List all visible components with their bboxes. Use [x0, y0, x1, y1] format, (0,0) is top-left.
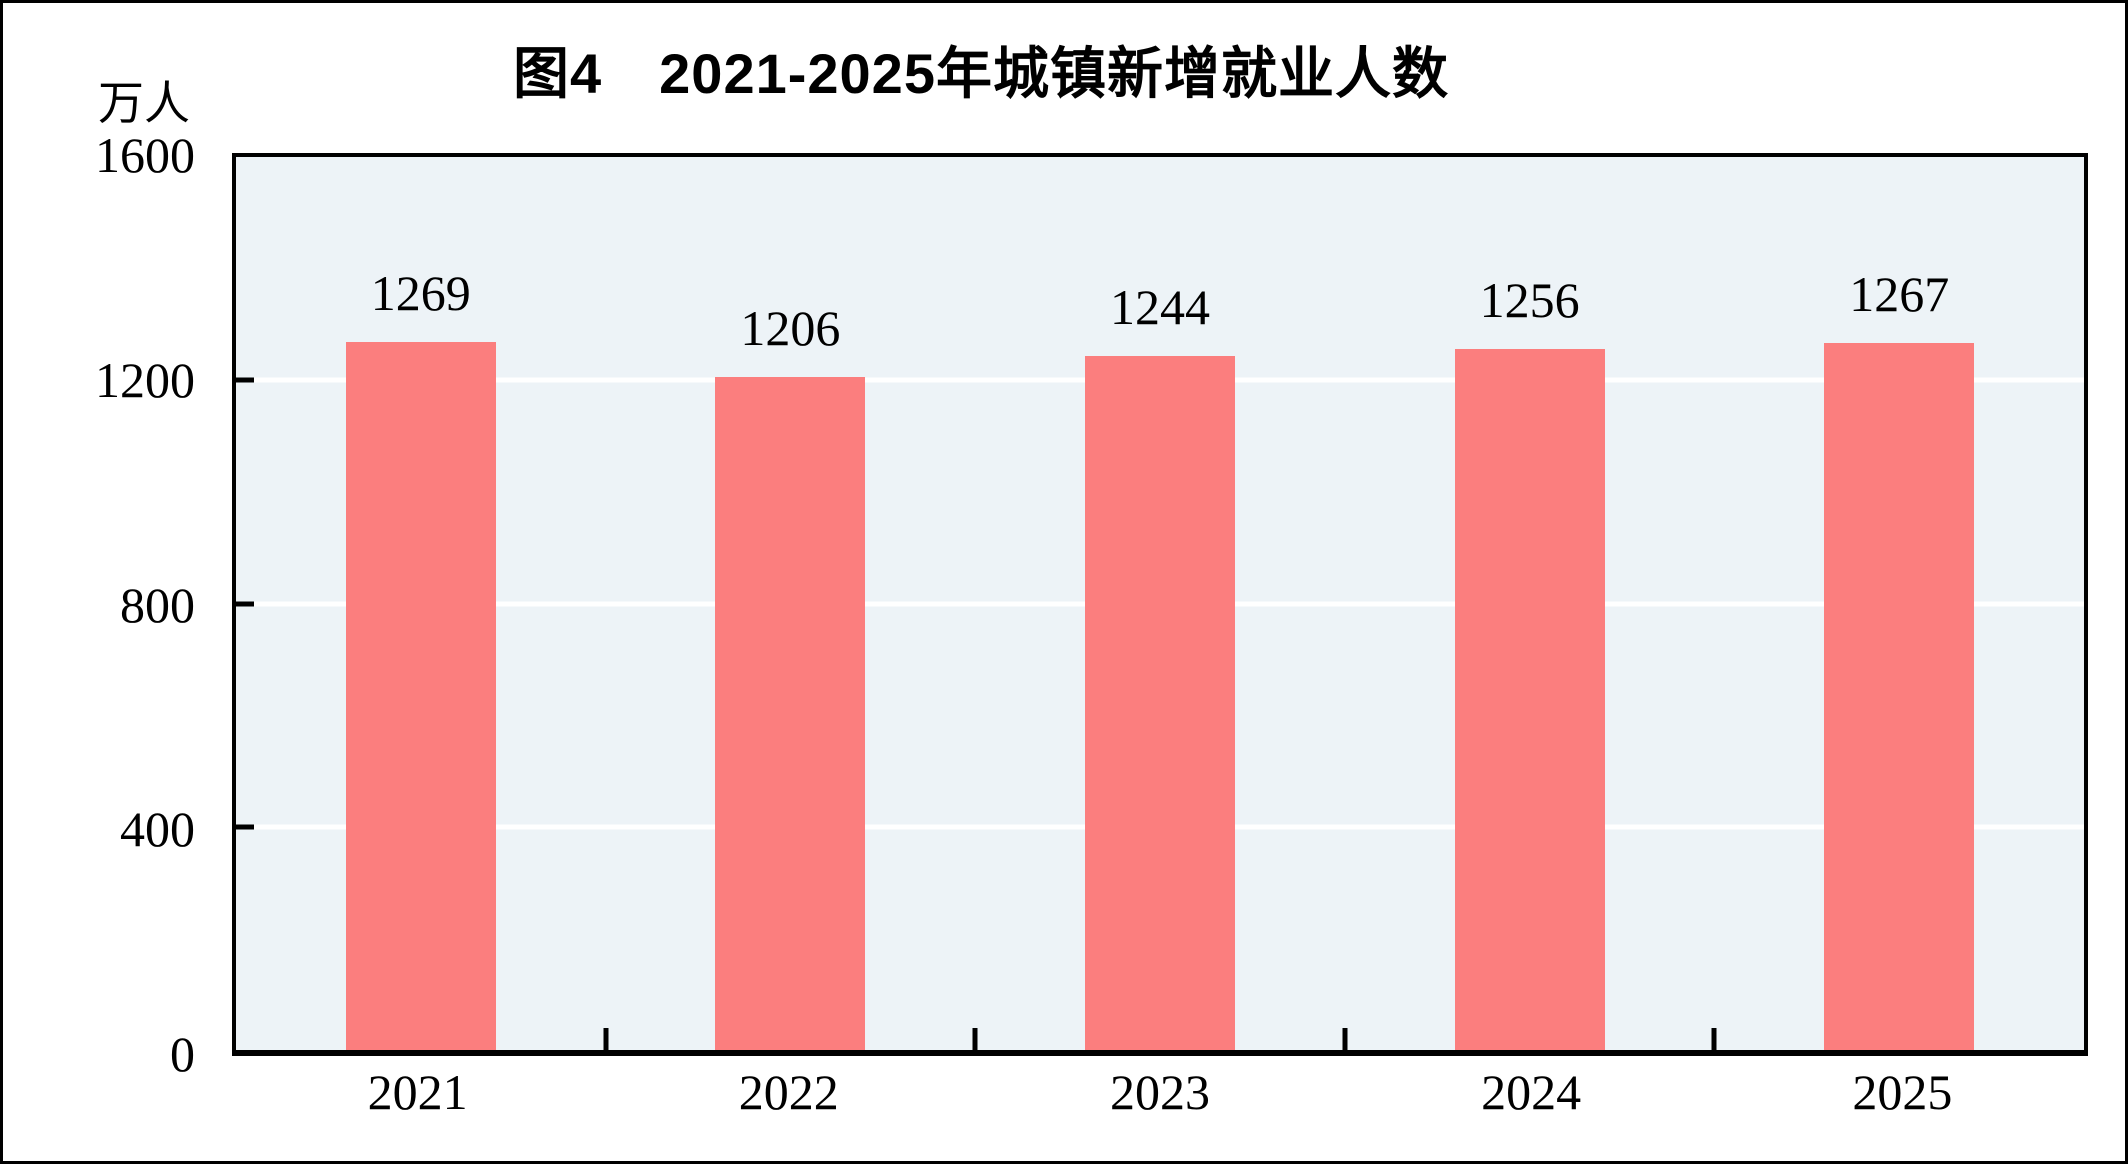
x-axis-label-2022: 2022	[738, 1064, 839, 1120]
chart-title: 图4 2021-2025年城镇新增就业人数	[513, 42, 1449, 105]
y-axis-tick-label-800: 800	[120, 576, 195, 633]
y-axis-tick-800	[236, 601, 254, 606]
bar-value-label: 1206	[740, 299, 841, 356]
bar-group-2021: 1269	[236, 157, 606, 1050]
y-axis-tick-labels: 1600 1200 800 400 0	[3, 130, 195, 1079]
bar-2022	[715, 376, 866, 1050]
bar-group-2023: 1244	[975, 157, 1345, 1050]
y-axis-tick-400	[236, 824, 254, 830]
y-axis-tick-1200	[236, 377, 254, 383]
bar-group-2024: 1256	[1345, 157, 1715, 1050]
x-axis-tick-2	[972, 1028, 978, 1050]
y-axis-unit-label: 万人	[98, 78, 190, 129]
bar-group-2025: 1267	[1714, 157, 2084, 1050]
y-axis-tick-label-400: 400	[120, 801, 195, 858]
x-axis-label-2021: 2021	[367, 1064, 468, 1120]
y-axis-tick-label-0: 0	[170, 1026, 195, 1082]
y-axis-tick-label-1200: 1200	[95, 351, 195, 408]
bar-value-label: 1267	[1849, 265, 1950, 322]
bar-value-label: 1269	[370, 264, 471, 321]
x-axis-tick-3	[1342, 1028, 1348, 1050]
bar-2024	[1454, 349, 1605, 1050]
x-axis-label-2024: 2024	[1481, 1064, 1582, 1120]
x-axis-labels: 2021 2022 2023 2024 2025	[232, 1067, 2088, 1117]
bar-2025	[1824, 342, 1975, 1050]
x-axis-label-2023: 2023	[1109, 1064, 1210, 1120]
x-axis-tick-1	[603, 1028, 609, 1050]
bar-group-2022: 1206	[606, 157, 976, 1050]
x-axis-tick-4	[1711, 1028, 1717, 1050]
x-axis-label-2025: 2025	[1852, 1064, 1953, 1120]
plot-area: 1269 1206 1244 1256 1267	[232, 153, 2088, 1056]
bar-2023	[1084, 355, 1235, 1050]
y-axis-tick-label-1600: 1600	[95, 127, 195, 183]
bar-value-label: 1256	[1479, 272, 1580, 328]
bar-2021	[345, 341, 496, 1050]
bar-value-label: 1244	[1109, 278, 1210, 335]
